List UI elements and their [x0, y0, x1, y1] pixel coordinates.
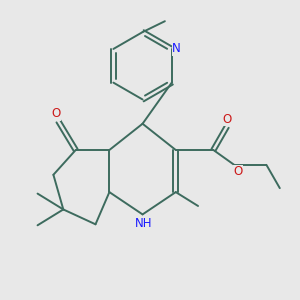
- Text: O: O: [222, 113, 231, 126]
- Text: O: O: [234, 165, 243, 178]
- Text: N: N: [172, 42, 181, 56]
- Text: NH: NH: [135, 217, 152, 230]
- Text: O: O: [51, 107, 61, 120]
